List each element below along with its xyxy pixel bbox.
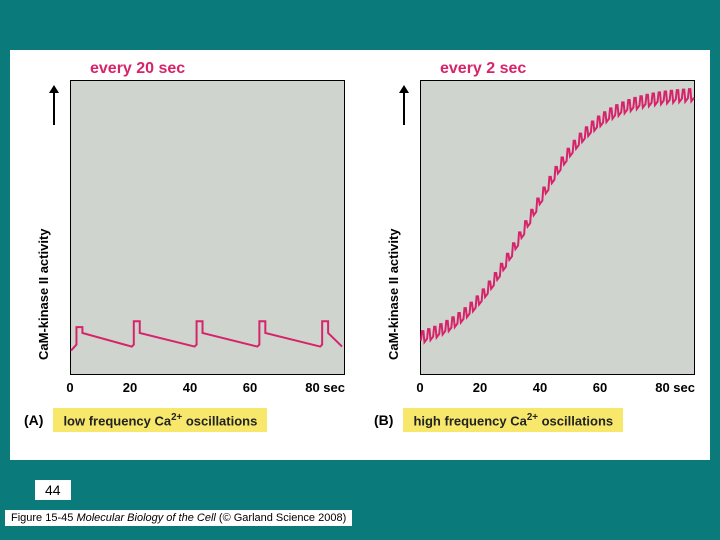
panel-b-trace	[421, 81, 694, 374]
y-arrow-icon	[48, 85, 60, 125]
figure-container: every 20 sec CaM-kinase II activity 0 20…	[10, 50, 710, 460]
panel-b: every 2 sec CaM-kinase II activity 0 20 …	[360, 50, 710, 460]
xtick: 20	[460, 380, 500, 400]
panel-a-caption-row: (A) low frequency Ca2+ oscillations	[20, 405, 355, 435]
figure-credit: Figure 15-45 Molecular Biology of the Ce…	[5, 510, 352, 526]
ylabel-text: CaM-kinase II activity	[36, 229, 51, 361]
panel-a-trace	[71, 81, 344, 374]
panel-a: every 20 sec CaM-kinase II activity 0 20…	[10, 50, 360, 460]
xtick: 0	[50, 380, 90, 400]
xtick: 20	[110, 380, 150, 400]
xtick: 0	[400, 380, 440, 400]
panel-a-xticks: 0 20 40 60 80 sec	[70, 380, 345, 400]
y-arrow-icon	[398, 85, 410, 125]
panel-b-ylabel: CaM-kinase II activity	[378, 110, 398, 370]
credit-suffix: (© Garland Science 2008)	[219, 512, 346, 524]
panel-a-ylabel: CaM-kinase II activity	[28, 110, 48, 370]
xtick: 60	[580, 380, 620, 400]
panel-b-title: every 2 sec	[440, 60, 526, 78]
panels-row: every 20 sec CaM-kinase II activity 0 20…	[10, 50, 710, 460]
slide-background: every 20 sec CaM-kinase II activity 0 20…	[0, 0, 720, 540]
panel-b-letter: (B)	[370, 412, 397, 428]
panel-b-xticks: 0 20 40 60 80 sec	[420, 380, 695, 400]
ylabel-text: CaM-kinase II activity	[386, 229, 401, 361]
page-number: 44	[35, 480, 71, 500]
panel-b-caption: high frequency Ca2+ oscillations	[403, 408, 623, 432]
credit-title: Molecular Biology of the Cell	[76, 512, 215, 524]
panel-a-title: every 20 sec	[90, 60, 185, 78]
xtick: 40	[520, 380, 560, 400]
panel-b-plot	[420, 80, 695, 375]
xtick: 40	[170, 380, 210, 400]
xtick: 60	[230, 380, 270, 400]
xtick: 80 sec	[275, 380, 345, 400]
credit-prefix: Figure 15-45	[11, 512, 73, 524]
panel-a-letter: (A)	[20, 412, 47, 428]
panel-a-caption: low frequency Ca2+ oscillations	[53, 408, 267, 432]
panel-b-caption-row: (B) high frequency Ca2+ oscillations	[370, 405, 705, 435]
panel-a-plot	[70, 80, 345, 375]
xtick: 80 sec	[625, 380, 695, 400]
